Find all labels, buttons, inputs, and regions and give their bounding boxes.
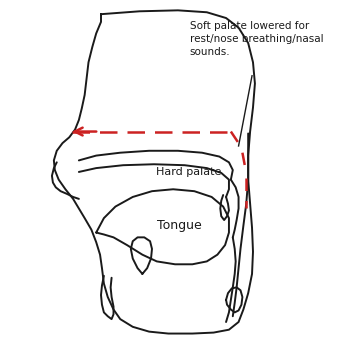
Text: Hard palate: Hard palate bbox=[156, 167, 221, 177]
Text: Soft palate lowered for
rest/nose breathing/nasal
sounds.: Soft palate lowered for rest/nose breath… bbox=[189, 21, 323, 57]
Text: Tongue: Tongue bbox=[157, 219, 201, 232]
